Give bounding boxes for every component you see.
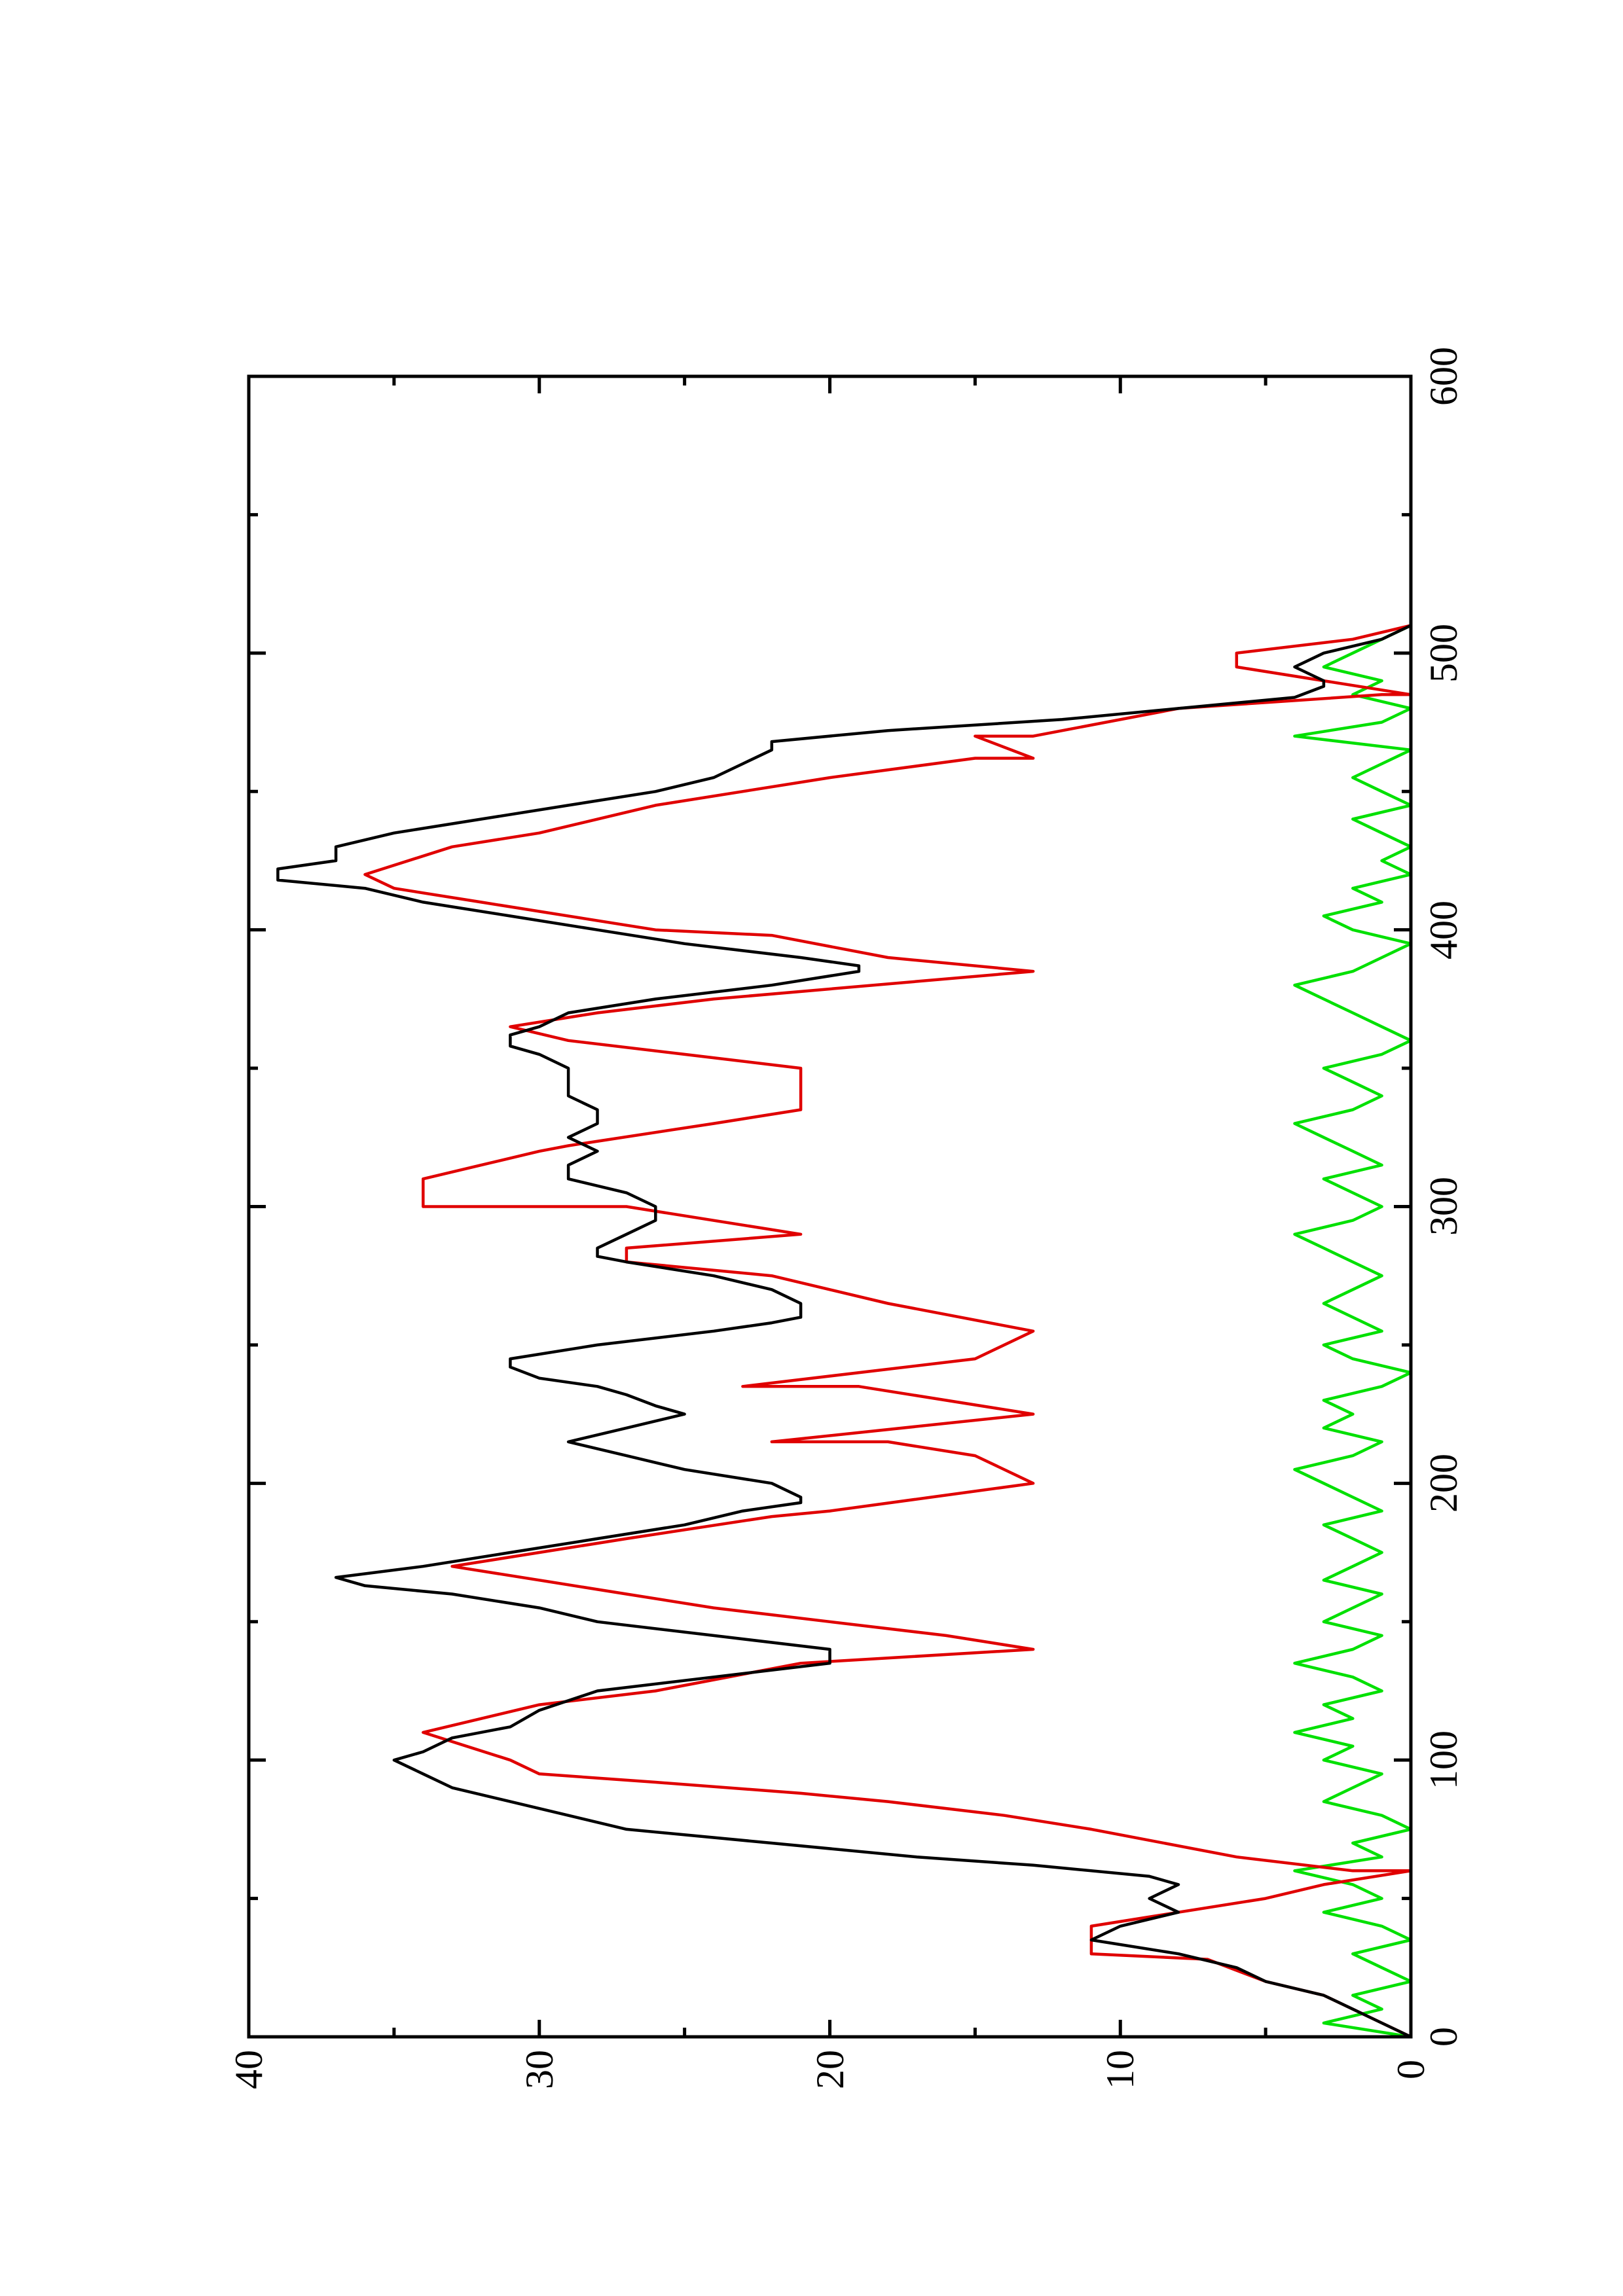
series-black-line — [276, 624, 1413, 2039]
x-tick-label-0: 0 — [1422, 2027, 1465, 2047]
x-tick-label-500: 500 — [1422, 624, 1465, 683]
x-tick-label-600: 600 — [1422, 347, 1465, 406]
x-tick-label-300: 300 — [1422, 1177, 1465, 1236]
y-tick-label-10: 10 — [1099, 2050, 1142, 2089]
series-red-line — [363, 624, 1413, 2039]
series-green-line — [1293, 624, 1413, 2039]
x-tick-label-200: 200 — [1422, 1454, 1465, 1513]
series-layer — [276, 624, 1413, 2039]
y-tick-label-20: 20 — [809, 2050, 852, 2089]
y-tick-label-0: 0 — [1389, 2060, 1432, 2079]
x-tick-label-100: 100 — [1422, 1731, 1465, 1789]
y-tick-label-30: 30 — [518, 2050, 561, 2089]
plot-frame — [247, 374, 1413, 2039]
x-tick-label-400: 400 — [1422, 901, 1465, 960]
y-tick-label-40: 40 — [227, 2050, 270, 2089]
